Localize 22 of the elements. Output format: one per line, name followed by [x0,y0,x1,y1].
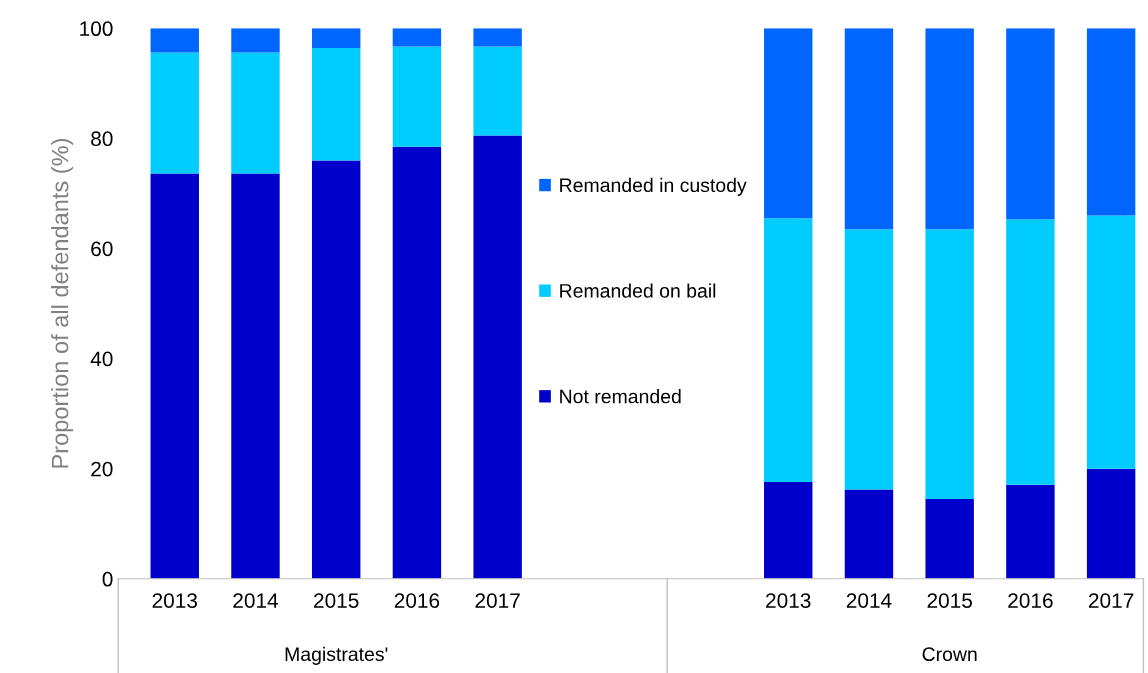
x-tick-label: 2014 [233,593,279,608]
y-tick-label: 20 [91,461,113,477]
x-tick-label: 2015 [927,593,972,608]
y-tick-label: 100 [80,21,113,37]
x-tick-label: 2016 [1008,593,1053,608]
x-tick-label: 2017 [475,593,520,608]
text: Magistrates' [285,646,388,665]
x-tick-label: 2013 [766,593,811,608]
y-tick-label: 40 [90,351,113,367]
x-tick-label: 2015 [314,593,359,608]
x-tick-label: 2013 [152,593,198,608]
x-tick-label: 2017 [1089,593,1134,608]
y-tick-label: 80 [91,131,113,147]
y-tick-label: 0 [102,571,113,587]
legend-label: Not remanded [560,389,681,404]
legend-label: Remanded on bail [560,283,716,298]
x-tick-label: 2014 [846,593,892,608]
legend-label: Remanded in custody [560,177,747,196]
text: Crown [922,647,977,662]
y-tick-label: 60 [91,241,113,257]
y-axis-title: Proportion of all defendants (%) [51,138,74,468]
x-tick-label: 2016 [394,593,440,608]
